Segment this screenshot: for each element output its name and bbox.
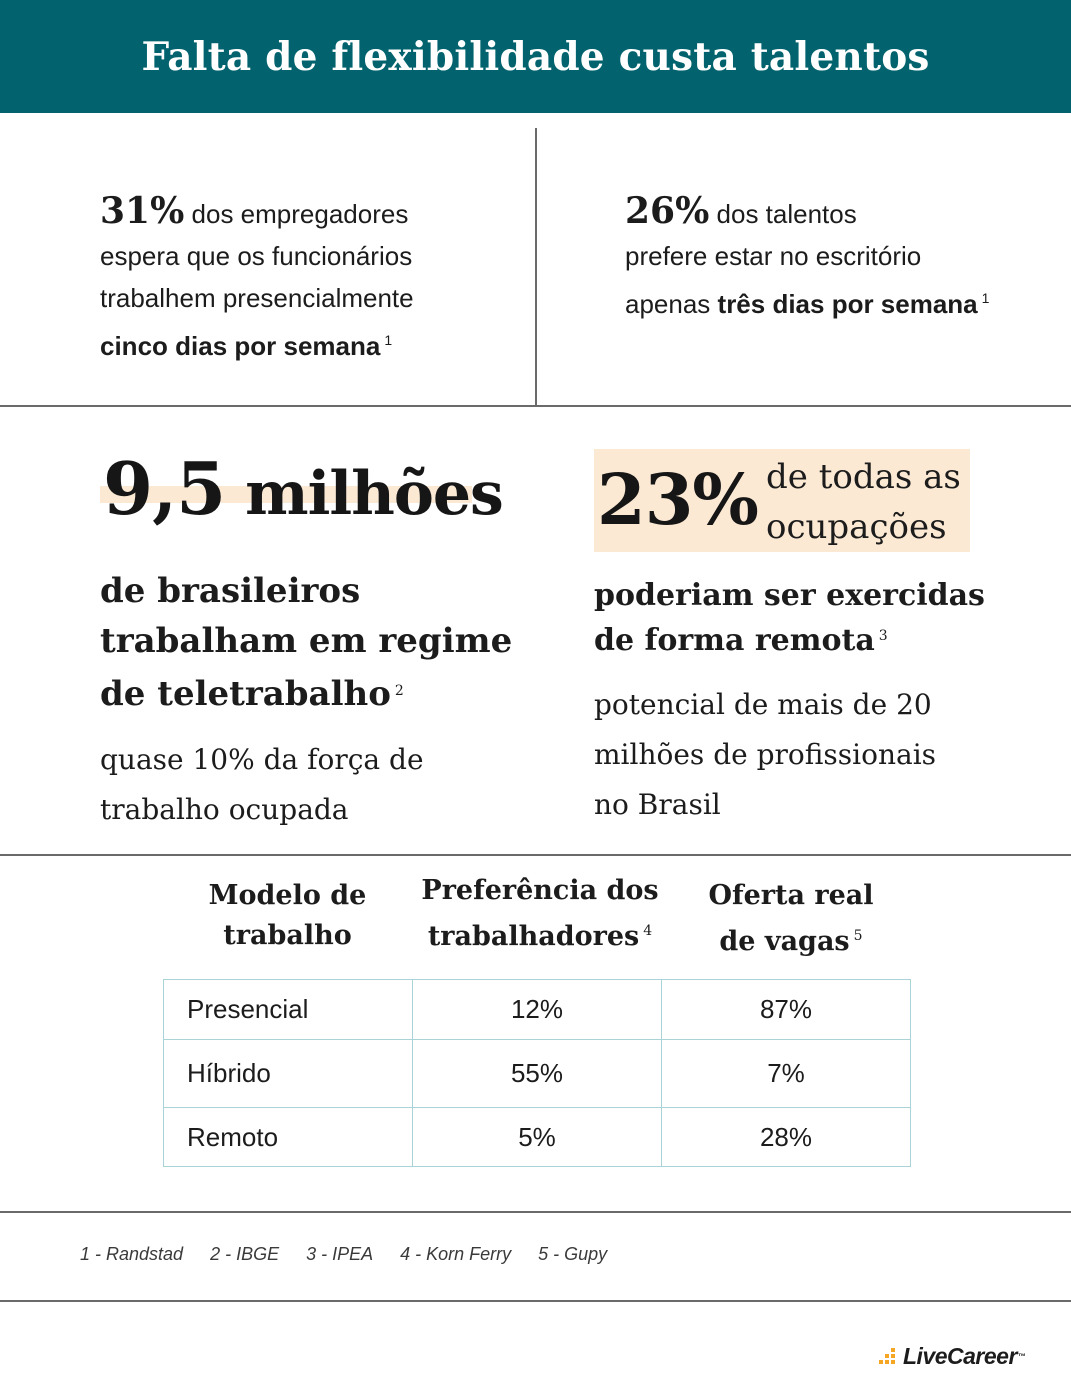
footnote-ref: 3 [878,628,888,644]
stat-talents-line1: dos talentos [709,199,857,229]
source-item: 2 - IBGE [210,1244,280,1264]
footnote-ref: 4 [643,923,653,939]
section-divider [0,405,1071,407]
stat-remote-workers-note: quase 10% da força de trabalho ocupada [100,735,424,835]
source-item: 3 - IPEA [306,1244,374,1264]
footnote-ref: 1 [384,332,393,348]
stat-talents-pct: 26% [625,190,710,232]
table-header-model: Modelo de trabalho [180,876,395,956]
note-line: no Brasil [594,788,721,821]
stat-occupations-note: potencial de mais de 20 milhões de profi… [594,680,936,830]
stat-occupations-pct: 23% [597,458,759,541]
highlight-box [594,449,970,552]
header-line: Modelo de [204,876,371,916]
stat-employers-pct: 31% [100,190,185,232]
logo-dots-icon [879,1347,901,1366]
table-header-preference: Preferência dos trabalhadores 4 [417,871,663,957]
stat-talents-bold: três dias por semana [717,289,978,319]
desc-line: poderiam ser exercidas [594,578,985,613]
footnote-ref: 1 [981,290,990,306]
stat-employers-line1: dos empregadores [184,199,409,229]
note-line: milhões de profissionais [594,738,937,771]
section-divider [0,854,1071,856]
header-line: de vagas [719,926,850,957]
stat-employers-line2: espera que os funcionários [100,241,413,271]
table-cell-offer: 7% [661,1039,911,1108]
desc-line: de brasileiros [100,571,361,611]
table-row: Presencial 12% 87% [163,979,911,1040]
table-cell-preference: 12% [412,979,662,1040]
stat-employers: 31% dos empregadores espera que os funci… [100,190,414,367]
desc-line: de forma remota [594,623,875,658]
note-line: potencial de mais de 20 [594,688,932,721]
table-row: Remoto 5% 28% [163,1107,911,1167]
header-line: Preferência dos [417,871,663,911]
page-title: Falta de flexibilidade custa talentos [141,33,930,80]
source-item: 4 - Korn Ferry [400,1244,512,1264]
livecareer-logo: LiveCareer ™ [879,1343,1026,1370]
table-row: Híbrido 55% 7% [163,1039,911,1108]
highlight-bar [100,486,472,503]
stat-talents-prefix: apenas [625,289,718,319]
desc-line: trabalham em regime [100,621,513,661]
stat-talents: 26% dos talentos prefere estar no escrit… [625,190,989,325]
note-line: trabalho ocupada [100,793,349,826]
column-divider [535,128,537,406]
sources-list: 1 - Randstad 2 - IBGE 3 - IPEA 4 - Korn … [80,1244,607,1265]
stat-talents-line2: prefere estar no escritório [625,241,922,271]
stat-occupations-desc: poderiam ser exercidas de forma remota 3 [594,576,985,661]
logo-text: LiveCareer [903,1343,1017,1369]
stat-employers-line3: trabalhem presencialmente [100,283,414,313]
footnote-ref: 5 [853,928,863,944]
header-banner: Falta de flexibilidade custa talentos [0,0,1071,113]
stat-remote-workers-desc: de brasileiros trabalham em regime de te… [100,566,512,719]
table-cell-preference: 5% [412,1107,662,1167]
stat-remote-workers-unit: milhões [225,459,504,529]
section-divider [0,1300,1071,1302]
side-line: ocupações [766,507,947,547]
stat-remote-workers-value: 9,5 [103,446,226,531]
desc-line: de teletrabalho [100,674,391,714]
section-divider [0,1211,1071,1213]
note-line: quase 10% da força de [100,743,424,776]
stat-occupations-side: de todas as ocupações [766,452,961,552]
source-item: 5 - Gupy [538,1244,608,1264]
table-header-offer: Oferta real de vagas 5 [680,876,902,962]
source-item: 1 - Randstad [80,1244,184,1264]
footnote-ref: 2 [394,683,404,699]
table-cell-offer: 87% [661,979,911,1040]
stat-employers-bold: cinco dias por semana [100,331,381,361]
header-line: trabalhadores [427,921,640,952]
table-cell-model: Remoto [163,1107,413,1167]
table-cell-offer: 28% [661,1107,911,1167]
side-line: de todas as [766,457,961,497]
table-cell-model: Híbrido [163,1039,413,1108]
table-cell-preference: 55% [412,1039,662,1108]
header-line: trabalho [223,920,352,951]
stat-remote-workers-number: 9,5 milhões [103,444,504,539]
table-cell-model: Presencial [163,979,413,1040]
work-model-table: Presencial 12% 87% Híbrido 55% 7% Remoto… [163,979,911,1167]
logo-trademark: ™ [1017,1352,1026,1361]
header-line: Oferta real [704,876,878,916]
